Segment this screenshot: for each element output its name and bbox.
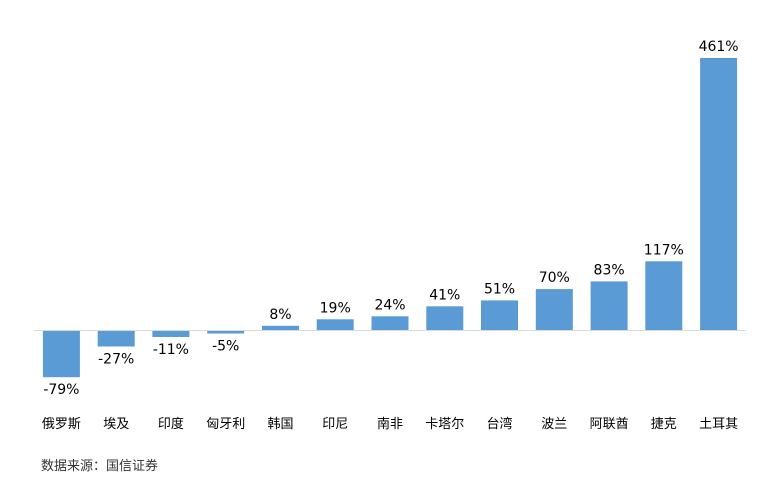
bars-group bbox=[42, 58, 738, 378]
bar-5 bbox=[262, 325, 299, 331]
category-label-6: 印尼 bbox=[322, 417, 348, 432]
category-label-4: 匈牙利 bbox=[206, 417, 245, 432]
category-label-7: 南非 bbox=[377, 416, 403, 432]
data-label-5: 8% bbox=[269, 307, 291, 323]
category-label-1: 俄罗斯 bbox=[42, 417, 81, 432]
data-label-1: -79% bbox=[43, 382, 79, 398]
category-label-10: 波兰 bbox=[541, 417, 567, 432]
bar-4 bbox=[207, 330, 245, 334]
bar-12 bbox=[645, 261, 683, 331]
category-label-8: 卡塔尔 bbox=[425, 417, 464, 432]
bar-9 bbox=[481, 300, 518, 331]
data-labels-group: -79% -27% -11% -5% 8% 19% 24% 41% 51% 70% 83% 117% 4… bbox=[43, 39, 738, 398]
data-label-3: -11% bbox=[153, 342, 189, 358]
bar-13 bbox=[700, 58, 738, 331]
category-label-9: 台湾 bbox=[486, 416, 512, 432]
bar-1 bbox=[42, 330, 80, 378]
data-label-7: 24% bbox=[374, 297, 405, 313]
bar-7 bbox=[371, 316, 409, 331]
data-label-9: 51% bbox=[484, 281, 515, 297]
bar-6 bbox=[316, 319, 354, 331]
category-labels-group: 俄罗斯 埃及 印度 匈牙利 韩国 印尼 南非 卡塔尔 台湾 波兰 阿联酋 捷克 土耳其 bbox=[42, 416, 738, 432]
data-label-13: 461% bbox=[699, 39, 739, 55]
data-label-4: -5% bbox=[212, 339, 239, 355]
category-label-13: 土耳其 bbox=[699, 417, 738, 432]
data-label-6: 19% bbox=[320, 300, 351, 316]
data-label-8: 41% bbox=[429, 287, 460, 303]
data-label-10: 70% bbox=[539, 270, 570, 286]
bar-2 bbox=[97, 330, 135, 347]
data-label-12: 117% bbox=[644, 242, 684, 258]
category-label-11: 阿联酋 bbox=[590, 416, 629, 432]
category-label-2: 埃及 bbox=[103, 417, 129, 432]
bar-11 bbox=[590, 281, 628, 331]
bar-8 bbox=[426, 306, 464, 331]
category-label-3: 印度 bbox=[158, 416, 184, 432]
bar-3 bbox=[152, 330, 190, 337]
bar-10 bbox=[535, 289, 573, 331]
category-label-12: 捷克 bbox=[651, 417, 677, 432]
source-note: 数据来源：国信证券 bbox=[41, 459, 159, 474]
category-label-5: 韩国 bbox=[267, 417, 293, 432]
data-label-11: 83% bbox=[594, 262, 625, 278]
data-label-2: -27% bbox=[98, 352, 134, 368]
